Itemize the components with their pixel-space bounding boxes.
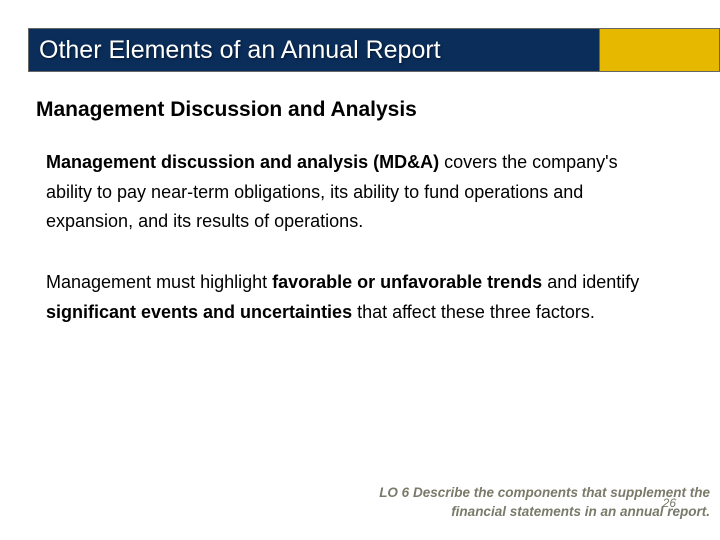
- slide-subtitle: Management Discussion and Analysis: [36, 98, 417, 122]
- para2-t1: Management must highlight: [46, 272, 272, 292]
- title-blue-region: Other Elements of an Annual Report: [28, 28, 600, 72]
- paragraph-2: Management must highlight favorable or u…: [46, 268, 660, 327]
- title-bar: Other Elements of an Annual Report: [28, 28, 720, 72]
- footer-line1: LO 6 Describe the components that supple…: [379, 484, 710, 503]
- para2-t3: that affect these three factors.: [352, 302, 595, 322]
- title-gold-accent: [600, 28, 720, 72]
- paragraph-1: Management discussion and analysis (MD&A…: [46, 148, 660, 237]
- para2-t2: and identify: [542, 272, 639, 292]
- para2-b1: favorable or unfavorable trends: [272, 272, 542, 292]
- page-number: 26: [663, 496, 676, 510]
- para1-bold: Management discussion and analysis (MD&A…: [46, 152, 439, 172]
- para2-b2: significant events and uncertainties: [46, 302, 352, 322]
- learning-objective-footer: LO 6 Describe the components that supple…: [379, 484, 710, 522]
- footer-line2: financial statements in an annual report…: [379, 503, 710, 522]
- slide-title: Other Elements of an Annual Report: [39, 36, 441, 65]
